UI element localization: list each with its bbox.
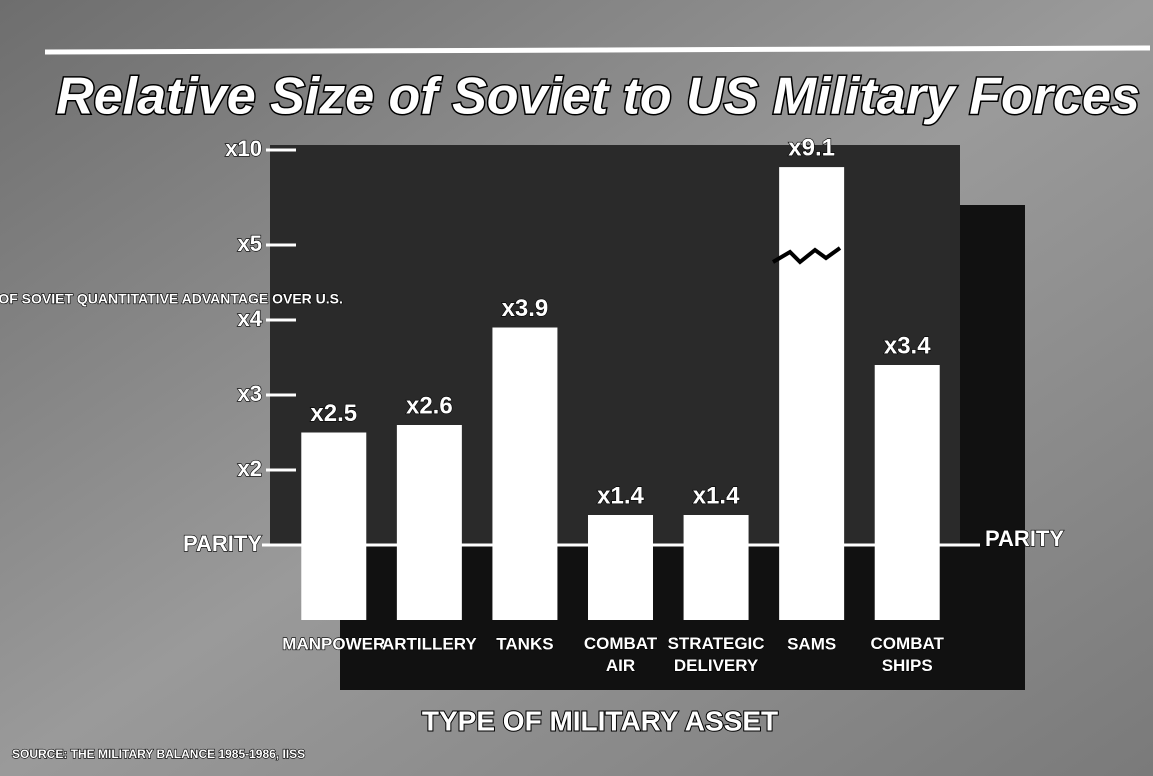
x-axis-label: TYPE OF MILITARY ASSET xyxy=(422,705,778,736)
marks: PARITY x2 x3 x4 x5 x10 x2.5 MANPOWER x2.6 ARTILLE… xyxy=(182,134,945,676)
value-label: x2.5 xyxy=(310,400,357,427)
y-tick-label: x2 xyxy=(238,456,262,481)
bar xyxy=(301,432,367,620)
x-tick-label: MANPOWER xyxy=(282,634,385,653)
value-label: x3.4 xyxy=(884,332,931,359)
x-tick-label: COMBAT AIR xyxy=(584,634,658,675)
bar xyxy=(683,515,749,620)
title-rule xyxy=(44,45,1151,55)
y-axis-label: FACTOR OF SOVIET QUANTITATIVE ADVANTAGE … xyxy=(0,291,343,307)
y-tick-label: x10 xyxy=(225,136,262,161)
y-tick-label: x3 xyxy=(238,381,262,406)
bar xyxy=(874,365,940,620)
plot-panel xyxy=(270,145,960,545)
value-label: x1.4 xyxy=(693,482,740,509)
y-tick-label: PARITY xyxy=(183,531,262,556)
axis-break xyxy=(771,246,842,265)
chart-title: Relative Size of Soviet to US Military F… xyxy=(56,68,1140,126)
value-label: x2.6 xyxy=(406,392,453,419)
source: SOURCE: THE MILITARY BALANCE 1985-1986, … xyxy=(12,747,305,761)
parity-annotation: PARITY xyxy=(985,526,1064,551)
bar xyxy=(492,327,558,620)
value-label: x1.4 xyxy=(597,482,644,509)
x-tick-label: SAMS xyxy=(787,634,836,653)
bar xyxy=(396,425,462,620)
x-tick-label: STRATEGIC DELIVERY xyxy=(668,634,765,675)
x-tick-label: TANKS xyxy=(496,634,553,653)
y-tick-label: x4 xyxy=(238,306,263,331)
bar xyxy=(779,167,845,620)
x-tick-label: COMBAT SHIPS xyxy=(871,634,945,675)
x-tick-label: ARTILLERY xyxy=(382,634,477,653)
value-label: x9.1 xyxy=(788,134,835,161)
value-label: x3.9 xyxy=(502,295,549,322)
y-tick-label: x5 xyxy=(238,231,262,256)
bar xyxy=(588,515,653,620)
